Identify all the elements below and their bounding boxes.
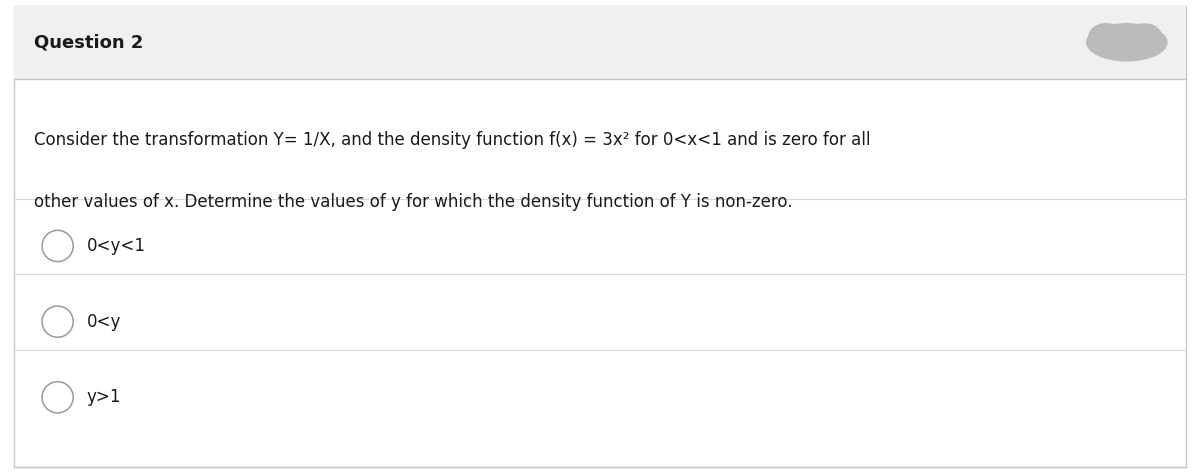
Text: 0<y: 0<y: [86, 313, 121, 331]
Ellipse shape: [1088, 23, 1124, 49]
Text: Question 2: Question 2: [34, 33, 143, 52]
Bar: [14, 6, 1186, 79]
Ellipse shape: [1128, 23, 1162, 47]
Ellipse shape: [1114, 23, 1140, 42]
Text: other values of x. Determine the values of y for which the density function of Y: other values of x. Determine the values …: [34, 193, 792, 211]
Text: 0<y<1: 0<y<1: [86, 237, 145, 255]
Ellipse shape: [1086, 23, 1168, 61]
Text: Consider the transformation Y= 1/X, and the density function f(x) = 3x² for 0<x<: Consider the transformation Y= 1/X, and …: [34, 131, 870, 149]
Text: y>1: y>1: [86, 388, 121, 406]
